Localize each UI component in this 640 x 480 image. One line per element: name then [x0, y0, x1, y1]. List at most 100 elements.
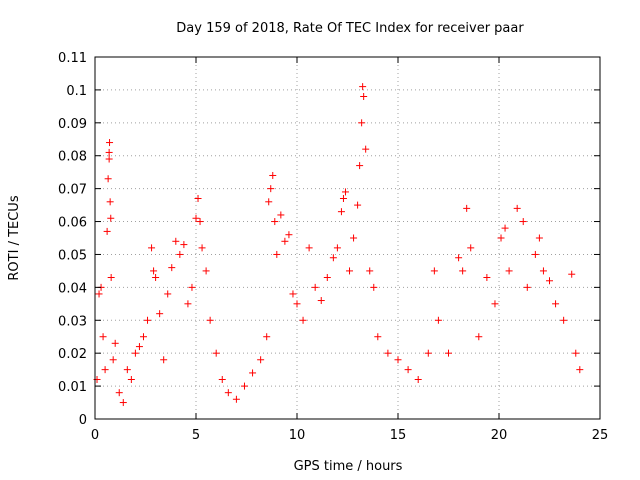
data-point: [196, 218, 204, 226]
data-point: [576, 366, 584, 374]
data-point: [123, 366, 131, 374]
data-point: [359, 83, 367, 91]
data-point: [293, 300, 301, 308]
x-tick-label: 0: [91, 428, 99, 443]
data-point: [467, 244, 475, 252]
y-tick-label: 0.06: [58, 216, 87, 231]
data-point: [127, 376, 135, 384]
data-point: [445, 349, 452, 357]
data-point: [99, 333, 107, 341]
x-axis: 0 5 10 15 20 25: [91, 57, 608, 443]
data-point: [168, 264, 176, 272]
data-point: [101, 366, 109, 374]
data-point: [232, 395, 240, 403]
data-point: [356, 162, 364, 170]
data-point: [218, 376, 226, 384]
data-point: [341, 188, 349, 196]
y-tick-label: 0.03: [58, 314, 87, 329]
data-point: [240, 382, 248, 390]
data-point: [277, 211, 285, 219]
data-point: [111, 339, 119, 347]
data-point: [144, 316, 152, 324]
y-tick-label: 0.11: [58, 51, 87, 66]
data-point: [107, 273, 115, 281]
data-point: [374, 333, 382, 341]
data-point: [339, 195, 347, 203]
data-point: [119, 399, 127, 407]
data-point: [539, 267, 547, 275]
data-point: [156, 310, 164, 318]
data-point: [152, 273, 160, 281]
data-point: [105, 148, 113, 156]
data-point: [455, 254, 463, 262]
data-point: [366, 267, 374, 275]
grid: [95, 57, 600, 419]
data-point: [535, 234, 543, 242]
y-tick-label: 0.08: [58, 150, 87, 165]
data-point: [109, 356, 117, 364]
data-point: [475, 333, 483, 341]
data-point: [404, 366, 412, 374]
data-point: [317, 297, 325, 305]
data-point: [194, 195, 202, 203]
data-point: [95, 290, 103, 298]
data-point: [546, 277, 553, 285]
data-point: [198, 244, 206, 252]
y-tick-label: 0.05: [58, 248, 87, 263]
data-point: [106, 139, 114, 147]
data-point: [265, 198, 273, 206]
data-point: [176, 250, 184, 258]
data-point: [513, 204, 521, 212]
data-point: [148, 244, 156, 252]
y-axis: 0 0.01 0.02 0.03 0.04 0.05 0.06 0.07 0.08 0.09 0.1…: [58, 51, 600, 428]
data-point: [505, 267, 513, 275]
x-tick-label: 5: [192, 428, 200, 443]
x-tick-label: 25: [592, 428, 609, 443]
data-point: [105, 155, 113, 163]
data-point: [249, 369, 257, 377]
data-point: [523, 283, 531, 291]
x-tick-label: 20: [491, 428, 508, 443]
data-point: [354, 201, 362, 209]
data-point: [333, 244, 341, 252]
data-point: [384, 349, 392, 357]
data-point: [531, 250, 539, 258]
data-point: [135, 343, 143, 351]
data-points: [93, 83, 584, 407]
data-point: [414, 376, 422, 384]
data-point: [289, 290, 297, 298]
data-point: [257, 356, 265, 364]
data-point: [103, 227, 111, 235]
data-point: [150, 267, 158, 275]
y-tick-label: 0.01: [58, 380, 87, 395]
data-point: [346, 267, 354, 275]
data-point: [269, 171, 277, 179]
data-point: [568, 270, 576, 278]
data-point: [104, 175, 112, 183]
data-point: [305, 244, 313, 252]
data-point: [459, 267, 467, 275]
data-point: [281, 237, 289, 245]
data-point: [192, 214, 200, 222]
data-point: [172, 237, 180, 245]
data-point: [337, 208, 345, 216]
data-point: [224, 389, 232, 397]
data-point: [491, 300, 499, 308]
data-point: [160, 356, 168, 364]
data-point: [212, 349, 220, 357]
data-point: [430, 267, 438, 275]
data-point: [273, 250, 281, 258]
data-point: [263, 333, 271, 341]
data-point: [184, 300, 192, 308]
data-point: [311, 283, 319, 291]
data-point: [560, 316, 568, 324]
x-tick-label: 15: [390, 428, 407, 443]
plot-frame: [94, 56, 601, 420]
data-point: [202, 267, 210, 275]
y-tick-label: 0.02: [58, 347, 87, 362]
y-tick-label: 0.1: [66, 84, 87, 99]
x-axis-label: GPS time / hours: [294, 459, 403, 474]
data-point: [434, 316, 442, 324]
data-point: [394, 356, 402, 364]
data-point: [206, 316, 214, 324]
